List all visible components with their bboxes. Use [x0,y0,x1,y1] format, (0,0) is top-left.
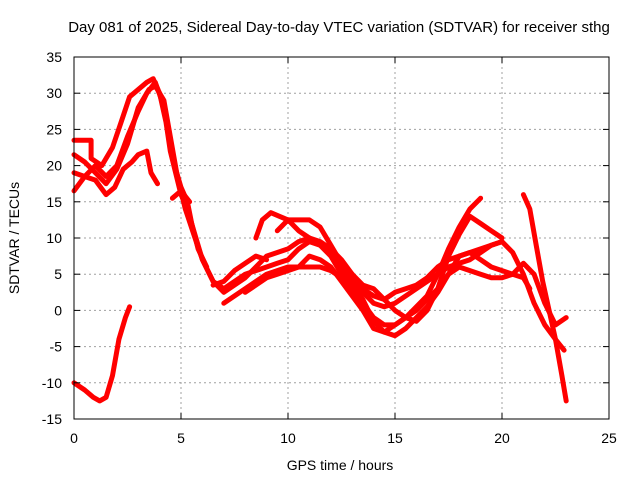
x-tick-label: 5 [177,430,185,446]
x-tick-label: 0 [70,430,78,446]
x-tick-label: 15 [387,430,403,446]
y-tick-label: 20 [46,158,62,174]
y-tick-label: 0 [54,302,62,318]
y-tick-label: 5 [54,266,62,282]
y-tick-label: 35 [46,49,62,65]
data-series [71,76,569,404]
chart-title: Day 081 of 2025, Sidereal Day-to-day VTE… [68,19,610,36]
series-track-g [253,210,533,339]
y-tick-label: -10 [42,375,62,391]
series-track-e [169,188,193,205]
series-track-a [71,76,505,310]
series-track-c [71,148,160,198]
grid [74,57,609,419]
y-tick-label: 25 [46,121,62,137]
series-track-j [274,213,505,324]
y-tick-label: 30 [46,85,62,101]
series-track-d [71,79,210,270]
y-axis-label: SDTVAR / TECUs [6,182,22,294]
x-tick-label: 25 [601,430,617,446]
x-tick-label: 10 [280,430,296,446]
y-tick-label: 10 [46,230,62,246]
axis-ticks: 0 5 10 15 20 25 -15 -10 -5 0 5 10 15 20 25 30 35 [42,49,617,446]
x-tick-label: 20 [494,430,510,446]
y-tick-label: -15 [42,411,62,427]
series-track-i [242,195,484,335]
series-track-f [210,253,270,288]
x-axis-label: GPS time / hours [287,457,394,473]
y-tick-label: 15 [46,194,62,210]
series-track-k [71,304,133,404]
y-tick-label: -5 [50,339,63,355]
series-track-l [520,192,569,404]
